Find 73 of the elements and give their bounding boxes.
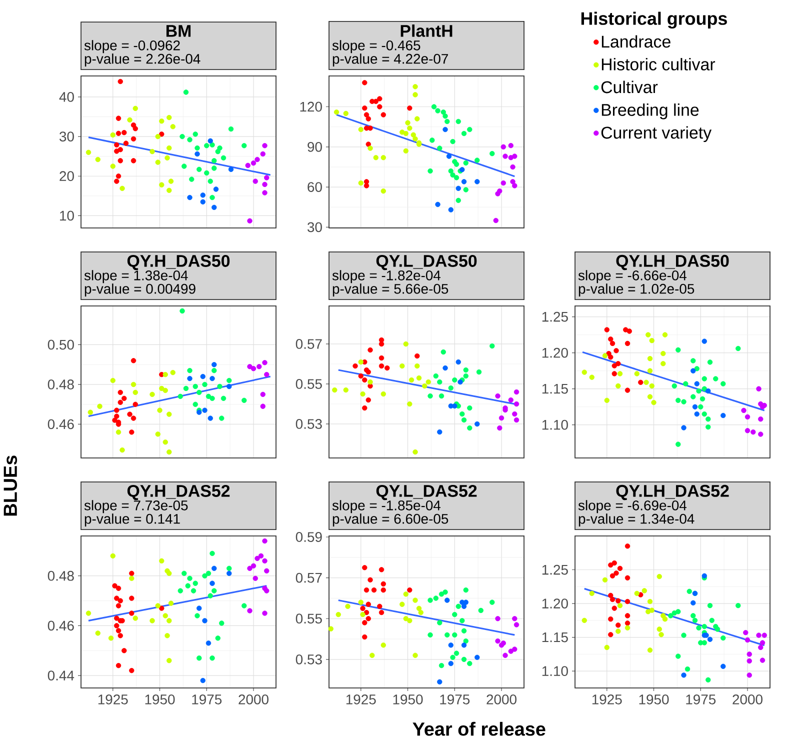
y-tick-label: 20 [60, 171, 74, 182]
legend-label: Historic cultivar [602, 58, 716, 70]
text: p-value = 4.22e-07 [332, 54, 448, 67]
y-tick-label: 1.20 [542, 598, 568, 608]
x-tick-label: 1975 [192, 694, 222, 704]
chart-title: QY.LH_DAS50 [616, 254, 729, 270]
text: p-value = 6.60e-05 [332, 514, 448, 527]
text: slope = -1.85e-04 [332, 500, 441, 514]
text: slope = -0.465 [332, 40, 420, 54]
y-tick-label: 0.46 [48, 419, 74, 430]
text: p-value = 0.141 [84, 514, 180, 527]
y-tick-label: 1.15 [542, 632, 568, 642]
y-tick-label: 0.57 [296, 339, 322, 349]
y-tick-label: 0.44 [48, 670, 74, 680]
y-tick-label: 10 [60, 210, 74, 221]
x-tick-label: 1925 [346, 694, 376, 704]
y-tick-label: 0.53 [296, 419, 322, 429]
y-tick-label: 40 [59, 92, 74, 102]
text: p-value = 2.26e-04 [84, 54, 200, 67]
y-tick-label: 1.10 [542, 666, 568, 676]
text: slope = -6.69e-04 [578, 500, 687, 514]
y-tick-label: 0.50 [48, 340, 74, 350]
text: slope = 7.73e-05 [84, 500, 188, 514]
chart-title: BM [166, 25, 191, 37]
x-axis-title: Year of release [412, 722, 546, 736]
y-tick-label: 30 [308, 222, 322, 232]
y-tick-label: 0.57 [296, 572, 322, 583]
text: p-value = 0.00499 [84, 284, 196, 297]
chart-title: PlantH [400, 24, 452, 37]
text: slope = -1.82e-04 [332, 270, 441, 284]
legend-label: Breeding line [602, 104, 699, 120]
y-tick-label: 0.48 [48, 380, 74, 390]
text: p-value = 5.66e-05 [332, 284, 448, 297]
y-tick-label: 0.48 [48, 570, 74, 581]
y-tick-label: 30 [60, 132, 74, 142]
y-tick-label: 60 [308, 182, 322, 192]
x-tick-label: 2000 [732, 694, 762, 704]
x-tick-label: 1975 [440, 694, 470, 704]
y-tick-label: 1.25 [542, 312, 568, 322]
y-tick-label: 120 [300, 102, 322, 112]
chart-title: QY.L_DAS50 [376, 254, 477, 270]
chart-title: QY.L_DAS52 [376, 484, 477, 500]
text: slope = 1.38e-04 [84, 270, 188, 284]
x-tick-label: 2000 [486, 694, 516, 704]
y-tick-label: 0.55 [296, 614, 322, 624]
legend-label: Landrace [602, 35, 670, 48]
y-tick-label: 0.59 [296, 532, 322, 542]
x-tick-label: 1925 [592, 694, 622, 704]
chart-title: QY.H_DAS52 [127, 484, 230, 500]
y-tick-label: 1.10 [542, 420, 568, 430]
chart-title: QY.LH_DAS52 [616, 484, 729, 500]
y-tick-label: 0.53 [296, 654, 322, 664]
legend-label: Cultivar [601, 80, 658, 94]
y-tick-label: 0.46 [48, 620, 74, 631]
legend-title: Historical groups [581, 12, 727, 29]
x-tick-label: 2000 [238, 694, 268, 704]
y-tick-label: 0.55 [296, 379, 322, 389]
y-tick-label: 1.25 [542, 564, 568, 575]
text: p-value = 1.02e-05 [578, 284, 694, 297]
chart-title: QY.H_DAS50 [127, 254, 230, 270]
text: slope = -0.0962 [84, 40, 180, 54]
text: slope = -6.66e-04 [578, 270, 687, 284]
text: p-value = 1.34e-04 [578, 514, 694, 527]
y-tick-label: 1.15 [542, 384, 568, 394]
legend-label: Current variety [601, 126, 712, 142]
x-tick-label: 1975 [686, 694, 716, 704]
x-tick-label: 1950 [393, 694, 423, 704]
y-tick-label: 1.20 [542, 348, 568, 358]
x-tick-label: 1950 [639, 694, 669, 704]
x-tick-label: 1950 [145, 694, 175, 704]
x-tick-label: 1925 [98, 694, 128, 704]
y-axis-title: BLUEs [4, 456, 18, 516]
y-tick-label: 90 [308, 142, 322, 152]
